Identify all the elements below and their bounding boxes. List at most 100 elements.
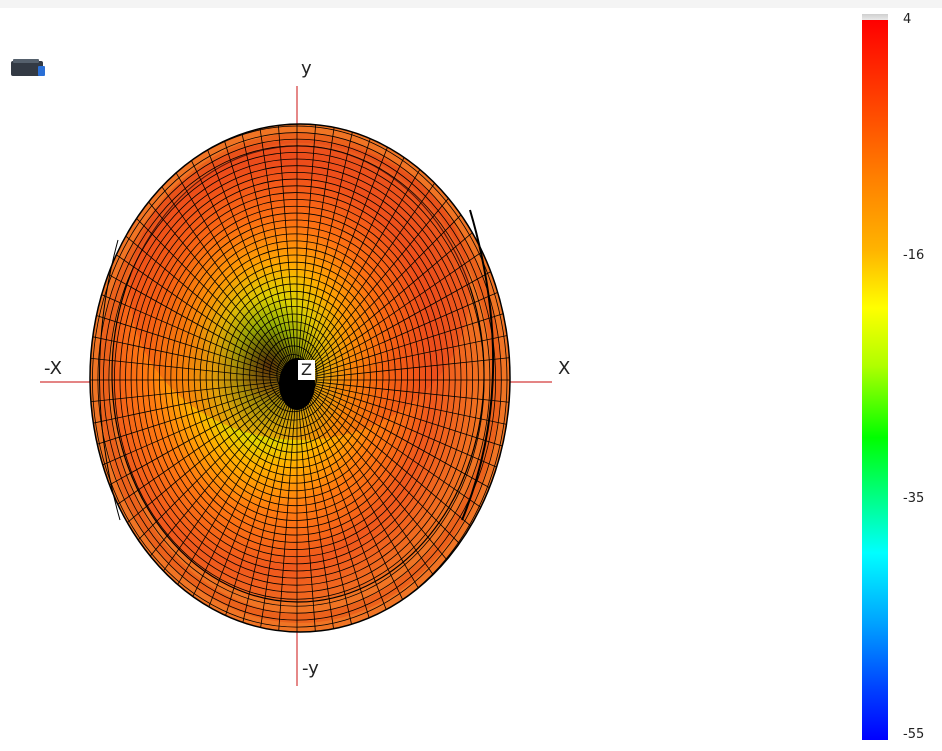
mesh-ring (136, 185, 456, 572)
mesh-spoke (90, 379, 298, 452)
mesh-spoke (199, 379, 298, 631)
mesh-spoke (97, 241, 298, 381)
mesh-spoke (296, 202, 474, 381)
mesh-spoke (296, 379, 395, 631)
mesh-spoke (90, 379, 298, 475)
mesh-spoke (164, 379, 298, 607)
mesh-ring (158, 212, 432, 543)
mesh-spoke (296, 379, 510, 452)
axis-label-neg-y: -y (302, 658, 319, 679)
mesh-spoke (296, 379, 497, 519)
mesh-ring (125, 171, 468, 586)
mesh-ring (262, 337, 325, 413)
view-cube-icon[interactable] (10, 58, 46, 78)
mesh-spoke (296, 241, 497, 381)
mesh-ring (205, 268, 384, 484)
axis-label-y: y (301, 58, 312, 79)
mesh-ring (230, 298, 358, 453)
mesh-spoke (296, 331, 510, 381)
mesh-ring (182, 240, 408, 514)
mesh-spoke (296, 285, 510, 381)
colorbar-label-max: 4 (903, 12, 912, 27)
mesh-spoke (296, 184, 460, 381)
mesh-spoke (296, 129, 395, 381)
mesh-spoke (120, 202, 298, 381)
mesh-spoke (296, 140, 413, 381)
mesh-spoke (296, 124, 318, 381)
mesh-spoke (296, 379, 377, 632)
mesh-spoke (296, 263, 506, 381)
mesh-spoke (276, 379, 298, 632)
mesh-spoke (90, 331, 298, 381)
mesh-ring (176, 233, 414, 521)
mesh-spoke (199, 129, 298, 381)
mesh-spoke (256, 379, 298, 632)
mesh-ring (199, 261, 390, 492)
mesh-spoke (296, 153, 430, 381)
mesh-ring (187, 247, 402, 507)
mesh-spoke (90, 263, 298, 381)
mesh-spoke (181, 140, 298, 381)
mesh-ring (170, 226, 421, 529)
mesh-spoke (296, 124, 377, 381)
mesh-spoke (90, 308, 298, 381)
colorbar-label-1: -16 (903, 248, 925, 263)
mesh-spoke (90, 379, 298, 497)
mesh-spoke (237, 124, 298, 381)
mesh-spoke (296, 379, 338, 632)
colorbar-label-2: -35 (903, 491, 925, 506)
mesh-spoke (90, 379, 298, 405)
mesh-spoke (217, 379, 298, 632)
mesh-spoke (296, 379, 486, 539)
axis-label-neg-x: -X (44, 358, 62, 379)
mesh-ring (114, 158, 479, 600)
mesh-ring (217, 283, 371, 469)
mesh-spoke (256, 124, 298, 381)
mesh-spoke (296, 124, 338, 381)
mesh-spoke (148, 379, 298, 592)
mesh-spoke (296, 379, 413, 620)
mesh-spoke (296, 168, 446, 381)
pattern-mesh (90, 124, 510, 632)
mesh-spoke (296, 308, 510, 381)
mesh-spoke (108, 221, 298, 381)
mesh-spoke (90, 355, 298, 381)
mesh-spoke (148, 168, 298, 381)
colorbar-gradient (862, 20, 888, 740)
mesh-spoke (90, 379, 298, 429)
mesh-ring (223, 290, 365, 461)
mesh-ring (147, 198, 444, 558)
mesh-spoke (108, 379, 298, 539)
axis-label-z: Z (298, 360, 315, 380)
mesh-ring (130, 178, 462, 579)
mesh-spoke (120, 379, 298, 558)
top-toolbar-strip (0, 0, 942, 8)
mesh-ring (153, 205, 438, 550)
mesh-spoke (276, 124, 298, 381)
mesh-spoke (296, 379, 510, 429)
axis-label-x: X (558, 358, 571, 379)
mesh-spoke (296, 379, 510, 475)
mesh-spoke (296, 379, 446, 592)
mesh-spoke (296, 379, 430, 607)
mesh-spoke (90, 285, 298, 381)
mesh-spoke (97, 379, 298, 519)
rim-edge-left (99, 239, 121, 521)
mesh-ring (236, 305, 352, 445)
mesh-spoke (164, 153, 298, 381)
mesh-ring (164, 219, 427, 536)
mesh-spoke (296, 379, 460, 576)
mesh-spoke (296, 379, 318, 632)
mesh-spoke (296, 221, 486, 381)
mesh-ring (119, 165, 474, 593)
mesh-spoke (237, 379, 298, 632)
mesh-spoke (134, 184, 298, 381)
mesh-spoke (296, 379, 474, 558)
mesh-ring (193, 254, 396, 499)
mesh-spoke (296, 379, 506, 497)
pattern-red-shade (130, 140, 470, 440)
mesh-spoke (296, 379, 357, 632)
colorbar-label-min: -55 (903, 727, 925, 742)
